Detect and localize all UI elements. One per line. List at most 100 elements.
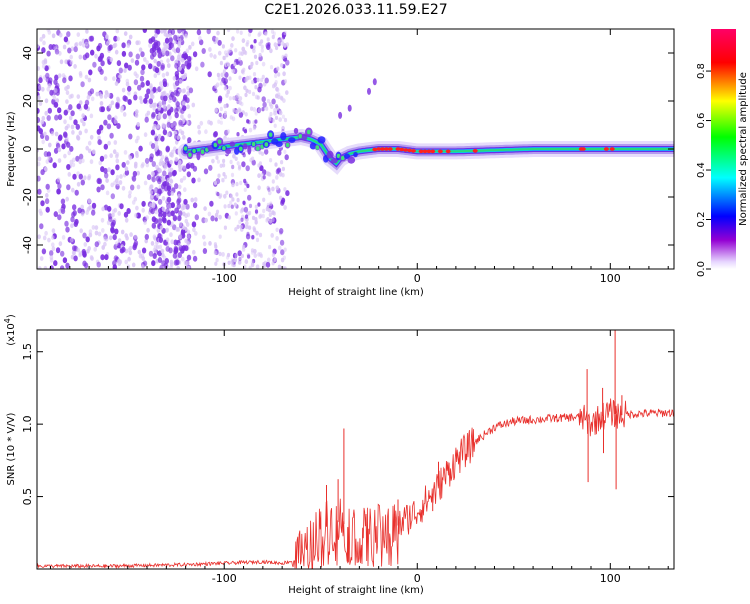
noise-blob [116,36,120,42]
noise-blob [240,253,244,259]
noise-blob [215,209,220,214]
noise-blob [235,181,239,187]
noise-blob [87,175,91,181]
noise-blob [125,81,130,87]
noise-blob [70,254,75,260]
noise-blob [217,50,222,56]
noise-blob [70,216,75,223]
hot-spot [410,149,416,153]
snr-ylabel: SNR (10 * V/V) [6,412,17,485]
noise-blob [280,96,284,101]
noise-blob [65,262,70,269]
noise-blob [186,229,191,235]
noise-blob [241,38,246,44]
noise-blob [90,256,94,261]
noise-blob [283,247,287,252]
noise-blob [252,48,256,54]
x-tick-label: -100 [212,572,237,585]
noise-blob [72,204,77,211]
noise-blob [213,180,218,186]
noise-blob [165,227,170,233]
noise-blob [256,77,260,83]
noise-blob [226,255,230,260]
noise-blob [68,94,72,100]
noise-blob [113,119,118,125]
noise-blob [76,32,81,37]
noise-blob [140,69,145,76]
noise-blob [68,115,73,121]
noise-blob [77,207,82,214]
noise-blob [123,31,128,36]
noise-blob [72,210,77,216]
noise-blob [67,172,72,177]
noise-blob [157,106,162,111]
noise-blob [215,257,219,263]
noise-blob [47,155,51,161]
noise-blob [54,48,60,55]
noise-blob [230,172,235,178]
noise-blob [135,53,140,60]
noise-blob [162,217,167,224]
noise-blob [236,224,240,229]
colorbar-tick-label: 0.0 [696,261,707,277]
noise-blob [182,100,186,106]
noise-blob [51,246,56,252]
noise-blob [51,235,55,241]
noise-blob [254,220,258,225]
noise-blob [162,170,167,177]
noise-blob [261,213,265,219]
noise-blob [150,143,156,149]
hot-spot [422,149,428,154]
hot-spot [445,149,451,154]
noise-blob [155,175,161,182]
noise-blob [124,62,129,69]
noise-blob [135,153,139,159]
noise-blob [82,42,86,48]
ridge-blob [293,127,299,134]
noise-blob [178,160,182,165]
noise-blob [238,219,242,225]
noise-blob [155,115,160,121]
noise-blob [115,103,120,110]
noise-blob [269,158,273,163]
noise-blob [149,195,154,201]
noise-blob [251,234,255,240]
noise-blob [238,96,243,101]
noise-blob [268,115,272,120]
noise-blob [127,85,132,92]
noise-blob [178,128,183,134]
noise-blob [184,238,188,244]
noise-blob [223,193,227,199]
noise-blob [141,247,147,254]
noise-blob [221,44,225,49]
noise-blob [285,90,289,95]
noise-blob [232,95,236,101]
hot-spot [407,148,412,153]
hot-spot [609,147,615,151]
noise-blob [275,45,279,51]
noise-blob [168,32,172,38]
noise-blob [89,134,94,140]
noise-blob [87,148,92,154]
noise-blob [41,47,46,54]
noise-blob [63,119,67,125]
noise-blob [231,197,235,202]
spectrogram-heatmap [37,29,674,269]
noise-blob [236,132,240,137]
noise-blob [231,182,235,188]
noise-blob [131,200,136,205]
noise-blob [281,166,285,172]
noise-blob [259,213,263,218]
noise-blob [49,250,54,257]
noise-blob [261,74,265,80]
noise-blob [238,108,242,114]
noise-blob [83,242,88,247]
noise-blob [282,71,286,77]
noise-blob [162,81,168,88]
noise-blob [219,163,223,168]
noise-blob [62,44,67,50]
noise-blob [168,171,173,178]
noise-blob [136,135,140,141]
noise-blob [266,171,270,176]
noise-blob [252,107,257,112]
